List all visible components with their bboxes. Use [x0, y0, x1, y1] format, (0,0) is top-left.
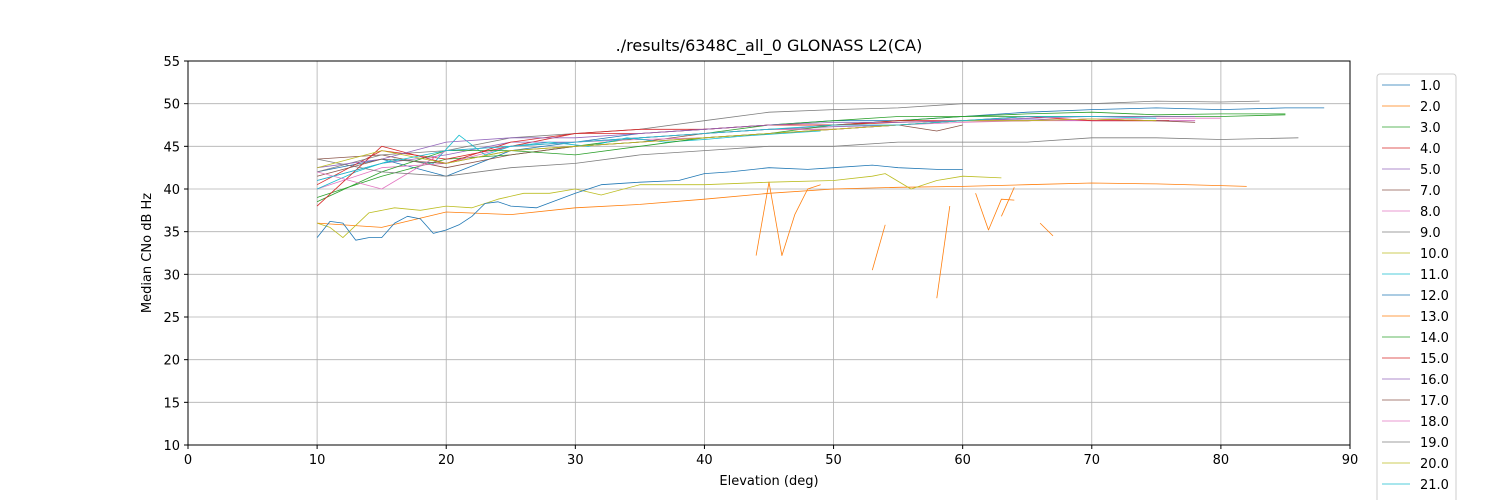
legend-label: 1.0	[1420, 79, 1441, 94]
legend-label: 5.0	[1420, 163, 1441, 178]
legend-label: 17.0	[1420, 394, 1449, 409]
legend-label: 7.0	[1420, 184, 1441, 199]
y-tick-label: 35	[163, 226, 180, 241]
x-axis-title: Elevation (deg)	[719, 474, 818, 489]
series-fragment-line	[936, 206, 951, 299]
series-fragment-line	[1001, 187, 1015, 217]
axes: 0 10 20 30 40 50 60 70 80 90 10 15 20 25 30 35 40 45 50 55	[163, 55, 1358, 468]
x-tick-label: 30	[567, 453, 584, 468]
series-line-7-0	[317, 124, 963, 169]
series-fragment-line	[975, 193, 1015, 231]
x-tick-label: 70	[1084, 453, 1101, 468]
legend: 1.0 2.0 3.0 4.0 5.0 7.0 8.0 9.0 10.0 11.0 12.0 13.0…	[1376, 73, 1457, 500]
x-tick-label: 20	[438, 453, 455, 468]
series-line-9-0	[316, 100, 1260, 173]
legend-label: 10.0	[1420, 247, 1449, 262]
legend-label: 3.0	[1420, 121, 1441, 136]
legend-label: 15.0	[1420, 352, 1449, 367]
legend-label: 13.0	[1420, 310, 1449, 325]
y-tick-label: 45	[163, 140, 180, 155]
chart-title: ./results/6348C_all_0 GLONASS L2(CA)	[616, 36, 923, 56]
legend-label: 11.0	[1420, 268, 1449, 283]
y-tick-label: 50	[163, 98, 180, 113]
y-tick-label: 55	[163, 55, 180, 70]
legend-label: 20.0	[1420, 457, 1449, 472]
plot-series-area	[316, 100, 1325, 299]
x-tick-label: 60	[954, 453, 971, 468]
legend-label: 8.0	[1420, 205, 1441, 220]
legend-label: 2.0	[1420, 100, 1441, 115]
x-tick-label: 80	[1213, 453, 1230, 468]
series-line-16-0	[317, 116, 1196, 169]
x-tick-label: 90	[1342, 453, 1359, 468]
legend-label: 14.0	[1420, 331, 1449, 346]
series-line-21-0	[316, 116, 1157, 181]
y-tick-label: 15	[163, 396, 180, 411]
grid-lines	[187, 60, 1351, 446]
legend-box	[1376, 73, 1457, 500]
y-tick-label: 10	[163, 439, 180, 454]
legend-label: 12.0	[1420, 289, 1449, 304]
series-line-8-0	[316, 120, 1196, 190]
x-tick-label: 0	[184, 453, 192, 468]
series-line-17-0	[316, 118, 1196, 177]
legend-label: 16.0	[1420, 373, 1449, 388]
series-fragment-line	[871, 224, 886, 271]
legend-label: 4.0	[1420, 142, 1441, 157]
x-tick-label: 40	[696, 453, 713, 468]
series-line-2-0	[317, 182, 1247, 228]
y-tick-label: 25	[163, 311, 180, 326]
x-tick-label: 50	[825, 453, 842, 468]
legend-label: 18.0	[1420, 415, 1449, 430]
series-line-15-0	[316, 116, 1170, 207]
legend-label: 21.0	[1420, 478, 1449, 493]
legend-label: 19.0	[1420, 436, 1449, 451]
series-line-13-0	[755, 181, 821, 257]
legend-label: 9.0	[1420, 226, 1441, 241]
plot-frame	[187, 60, 1351, 446]
y-tick-label: 20	[163, 354, 180, 369]
series-line-10-0	[316, 173, 1002, 239]
x-tick-label: 10	[309, 453, 326, 468]
series-line-12-0	[316, 164, 963, 241]
y-axis-title: Median CNo dB Hz	[140, 193, 155, 313]
series-line-19-0	[317, 137, 1299, 177]
y-tick-label: 30	[163, 268, 180, 283]
series-line-20-0	[316, 118, 1157, 169]
series-fragment-line	[1039, 222, 1054, 237]
y-tick-label: 40	[163, 183, 180, 198]
